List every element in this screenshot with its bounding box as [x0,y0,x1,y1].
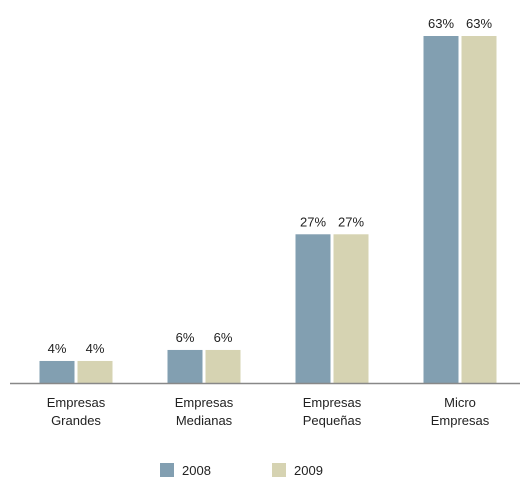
legend: 2008 2009 [160,463,323,478]
value-label-2009-1: 6% [214,330,233,345]
legend-swatch-2009 [272,463,286,477]
bar-2008-0 [39,360,75,383]
bar-2008-2 [295,234,331,383]
value-label-2009-3: 63% [466,16,492,31]
category-label-1: Empresas Medianas [175,395,234,428]
value-label-2008-0: 4% [48,341,67,356]
value-label-2008-3: 63% [428,16,454,31]
category-labels-group: Empresas Grandes Empresas Medianas Empresas P… [47,395,490,428]
value-label-2008-1: 6% [176,330,195,345]
legend-label-2008: 2008 [182,463,211,478]
bar-2008-1 [167,349,203,383]
legend-label-2009: 2009 [294,463,323,478]
value-labels-group: 4% 6% 27% 63% 4% 6% 27% 63% [48,16,493,356]
bars-group [39,36,497,383]
bar-2008-3 [423,36,459,383]
bar-2009-2 [333,234,369,383]
value-label-2009-2: 27% [338,214,364,229]
value-label-2008-2: 27% [300,214,326,229]
category-label-2: Empresas Pequeñas [303,395,362,428]
bar-2009-1 [205,349,241,383]
bar-2009-3 [461,36,497,383]
value-label-2009-0: 4% [86,341,105,356]
category-label-0: Empresas Grandes [47,395,106,428]
bar-2009-0 [77,360,113,383]
legend-swatch-2008 [160,463,174,477]
category-label-3: Micro Empresas [431,395,490,428]
